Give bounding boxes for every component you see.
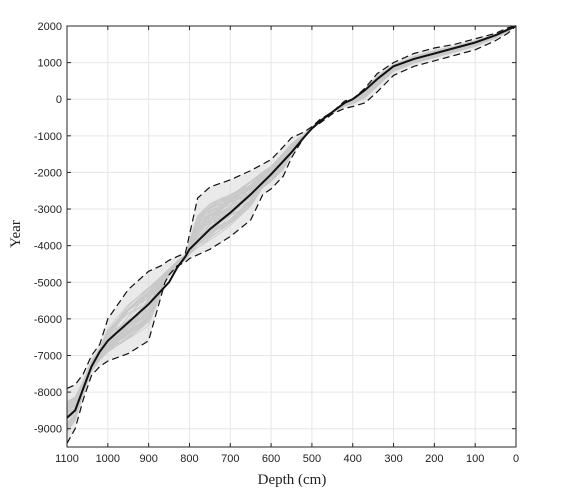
- ensemble-line: [66, 25, 517, 427]
- ensemble-line: [66, 25, 517, 428]
- ensemble-realizations: [66, 25, 517, 444]
- ensemble-line: [66, 25, 517, 420]
- y-tick-label: -6000: [34, 314, 62, 326]
- ensemble-line: [66, 25, 517, 430]
- x-tick-label: 0: [513, 453, 519, 465]
- upper-bound-line: [66, 25, 517, 389]
- ensemble-line: [66, 25, 517, 433]
- ensemble-line: [66, 25, 517, 414]
- ensemble-line: [66, 25, 517, 416]
- y-tick-label: -1000: [34, 131, 62, 143]
- x-tick-label: 500: [303, 453, 321, 465]
- ensemble-line: [66, 25, 517, 424]
- ensemble-line: [66, 25, 517, 413]
- y-tick-label: -2000: [34, 167, 62, 179]
- ensemble-line: [66, 25, 517, 417]
- ensemble-line: [66, 25, 517, 410]
- ensemble-line: [66, 25, 517, 417]
- ensemble-line: [66, 25, 517, 424]
- y-tick-label: -8000: [34, 387, 62, 399]
- ensemble-line: [66, 25, 517, 420]
- x-tick-label: 300: [384, 453, 402, 465]
- grid: [66, 25, 517, 447]
- ensemble-line: [66, 25, 517, 432]
- x-axis-title: Depth (cm): [258, 472, 327, 488]
- y-tick-label: -9000: [34, 424, 62, 436]
- ensemble-line: [66, 25, 517, 419]
- y-tick-label: 1000: [38, 58, 62, 70]
- ensemble-line: [66, 25, 517, 430]
- ensemble-line: [66, 25, 517, 429]
- ensemble-line: [66, 25, 517, 419]
- ensemble-line: [66, 25, 517, 428]
- ensemble-line: [66, 25, 517, 430]
- ensemble-line: [66, 25, 517, 424]
- ensemble-line: [66, 25, 517, 409]
- ensemble-line: [66, 25, 517, 428]
- y-axis-ticks: 2000 1000 0 -1000 -2000 -3000 -4000 -5000 -6000 -…: [34, 21, 516, 436]
- ensemble-line: [66, 25, 517, 424]
- ensemble-line: [66, 25, 517, 417]
- x-tick-label: 400: [344, 453, 362, 465]
- ensemble-line: [66, 25, 517, 413]
- ensemble-line: [66, 25, 517, 425]
- ensemble-line: [66, 25, 517, 418]
- ensemble-line: [66, 25, 517, 414]
- x-axis-ticks: 1100 1000 900 800 700 600 500 400 300 200 100 0: [55, 26, 519, 465]
- ensemble-line: [66, 25, 517, 429]
- ensemble-line: [66, 25, 517, 428]
- y-tick-label: -5000: [34, 277, 62, 289]
- x-tick-label: 200: [425, 453, 443, 465]
- median-line: [66, 25, 517, 419]
- x-tick-label: 600: [262, 453, 280, 465]
- x-tick-label: 800: [180, 453, 198, 465]
- x-tick-label: 1000: [96, 453, 120, 465]
- x-tick-label: 900: [139, 453, 157, 465]
- ensemble-line: [66, 25, 517, 407]
- ensemble-line: [66, 25, 517, 432]
- y-tick-label: -4000: [34, 241, 62, 253]
- y-tick-label: -7000: [34, 350, 62, 362]
- ensemble-line: [66, 25, 517, 429]
- ensemble-line: [66, 25, 517, 412]
- x-tick-label: 700: [221, 453, 239, 465]
- x-tick-label: 1100: [55, 453, 79, 465]
- y-tick-label: 2000: [38, 21, 62, 33]
- ensemble-line: [66, 25, 517, 427]
- ensemble-line: [66, 25, 517, 426]
- uncertainty-envelope: [67, 26, 516, 444]
- lower-bound-line: [66, 25, 517, 444]
- y-axis-title: Year: [8, 220, 24, 248]
- y-tick-label: -3000: [34, 204, 62, 216]
- axes-frame: [66, 25, 517, 448]
- plot-frame: [66, 25, 517, 448]
- series-layer: [66, 25, 517, 444]
- ensemble-line: [66, 25, 517, 431]
- ensemble-line: [66, 25, 517, 432]
- y-tick-label: 0: [56, 94, 62, 106]
- x-tick-label: 100: [466, 453, 484, 465]
- ensemble-line: [66, 25, 517, 424]
- ensemble-line: [66, 25, 517, 409]
- ensemble-line: [66, 25, 517, 411]
- ensemble-line: [66, 25, 517, 412]
- ensemble-line: [66, 25, 517, 411]
- ensemble-line: [66, 25, 517, 426]
